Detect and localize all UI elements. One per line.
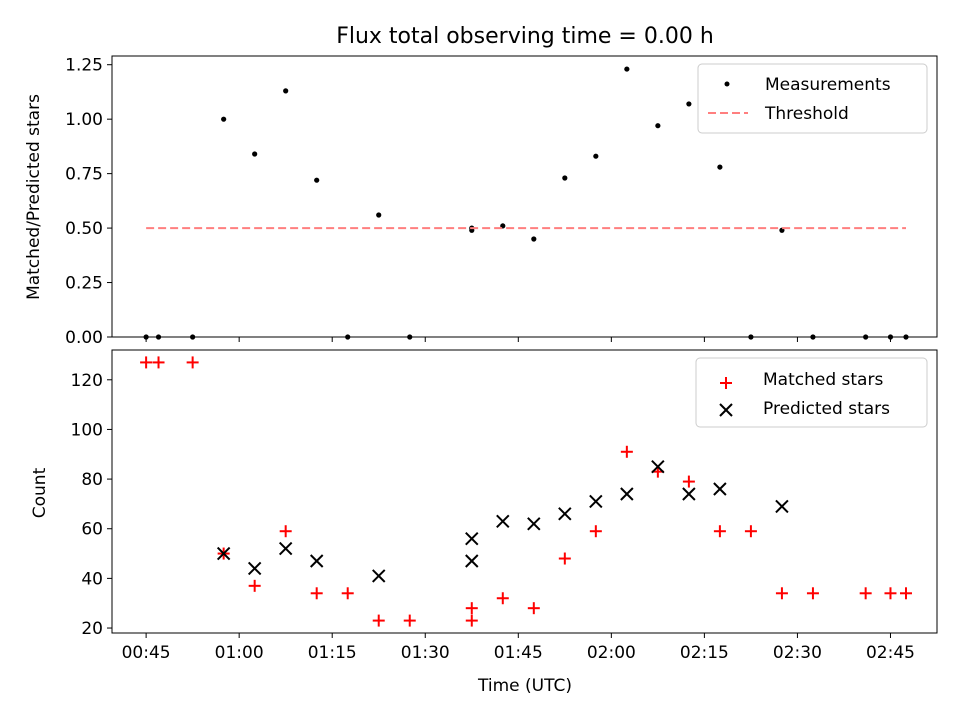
matched-stars-point (372, 614, 385, 627)
bottom-axes-frame (111, 349, 938, 634)
predicted-stars-point (309, 554, 324, 568)
top-axes-frame (111, 55, 938, 338)
bottom-legend: Matched stars Predicted stars (695, 357, 928, 428)
matched-stars-point (713, 525, 726, 538)
x-tick-label: 00:45 (122, 643, 171, 663)
legend-marker-measurements (724, 81, 730, 87)
x-tick-label: 02:15 (680, 643, 729, 663)
y-tick-label: 1.25 (65, 56, 103, 76)
matched-stars-point (279, 525, 292, 538)
y-tick-label: 0.00 (65, 328, 103, 348)
predicted-stars-point (278, 541, 293, 556)
y-tick-label: 40 (81, 569, 103, 589)
legend-label-measurements: Measurements (765, 75, 891, 95)
measurements-point (717, 164, 723, 170)
matched-stars-point (589, 525, 602, 538)
matched-stars-point (806, 587, 819, 600)
measurements-point (562, 175, 568, 181)
measurements-point (221, 116, 227, 122)
matched-stars-point (341, 587, 354, 600)
measurements-point (314, 177, 320, 183)
chart-title: Flux total observing time = 0.00 h (336, 24, 714, 49)
x-tick-label: 01:00 (215, 643, 264, 663)
top-legend: Measurements Threshold (697, 63, 928, 134)
bottom-y-axis-label: Count (30, 467, 50, 518)
predicted-stars-point (247, 561, 262, 576)
bottom-marks (140, 356, 912, 627)
matched-stars-point (465, 614, 478, 627)
predicted-stars-point (465, 531, 479, 546)
measurements-point (531, 236, 537, 242)
x-tick-label: 01:30 (401, 643, 450, 663)
y-tick-label: 0.50 (65, 219, 103, 239)
measurements-point (686, 101, 692, 107)
x-tick-label: 01:45 (494, 643, 543, 663)
matched-stars-point (884, 587, 897, 600)
bottom-legend-box (695, 357, 928, 428)
matched-stars-point (682, 475, 695, 488)
y-tick-label: 100 (71, 420, 103, 440)
predicted-stars-point (558, 507, 572, 521)
predicted-stars-point (620, 487, 634, 501)
predicted-stars-point (496, 514, 510, 528)
top-panel: 0.00 0.25 0.50 0.75 1.00 1.25 Matched/Predict… (24, 55, 938, 348)
matched-stars-point (558, 552, 571, 565)
matched-stars-point (465, 602, 478, 615)
legend-marker-matched-stars (720, 377, 732, 389)
bottom-y-ticks: 20 40 60 80 100 120 (71, 371, 112, 639)
matched-stars-point (248, 579, 261, 592)
legend-label-predicted-stars: Predicted stars (763, 399, 890, 419)
top-marks (143, 66, 909, 340)
matched-stars-point (186, 356, 199, 369)
x-tick-label: 01:15 (308, 643, 357, 663)
top-y-axis-label: Matched/Predicted stars (24, 94, 44, 300)
legend-label-matched-stars: Matched stars (763, 370, 883, 390)
x-tick-label: 02:00 (587, 643, 636, 663)
matched-stars-point (310, 587, 323, 600)
measurements-point (252, 151, 258, 157)
matched-stars-point (152, 356, 165, 369)
y-tick-label: 60 (81, 520, 103, 540)
matched-stars-point (859, 587, 872, 600)
predicted-stars-point (465, 554, 479, 568)
y-tick-label: 80 (81, 470, 103, 490)
measurements-point (376, 212, 382, 218)
measurements-point (624, 66, 630, 72)
predicted-stars-point (713, 482, 727, 496)
x-tick-label: 02:45 (866, 643, 915, 663)
matched-stars-point (496, 592, 509, 605)
y-tick-label: 0.25 (65, 274, 103, 294)
measurements-point (593, 153, 599, 159)
measurements-point (655, 123, 661, 129)
bottom-x-ticks: 00:45 01:00 01:15 01:30 01:45 02:00 02:15 02:30… (122, 633, 915, 663)
top-legend-box (697, 63, 928, 134)
matched-stars-point (527, 602, 540, 615)
predicted-stars-point (775, 499, 789, 514)
matched-stars-point (775, 587, 788, 600)
y-tick-label: 0.75 (65, 165, 103, 185)
predicted-stars-point (216, 546, 231, 561)
legend-label-threshold: Threshold (764, 104, 849, 124)
matched-stars-point (620, 445, 633, 458)
y-tick-label: 1.00 (65, 110, 103, 130)
y-tick-label: 20 (81, 619, 103, 639)
top-y-ticks: 0.00 0.25 0.50 0.75 1.00 1.25 (65, 56, 112, 348)
matched-stars-point (403, 614, 416, 627)
predicted-stars-point (651, 459, 665, 474)
x-tick-label: 02:30 (773, 643, 822, 663)
measurements-point (283, 88, 289, 94)
matched-stars-point (899, 587, 912, 600)
matched-stars-point (744, 525, 757, 538)
y-tick-label: 120 (71, 371, 103, 391)
predicted-stars-point (682, 487, 696, 501)
bottom-panel: 20 40 60 80 100 120 00:45 01:00 01:15 01:30 01:45… (30, 349, 938, 696)
predicted-stars-point (372, 569, 386, 583)
matched-stars-point (140, 356, 153, 369)
predicted-stars-point (589, 494, 603, 509)
top-x-ticks (145, 337, 891, 342)
legend-marker-predicted-stars (719, 403, 733, 417)
predicted-stars-point (527, 517, 541, 531)
x-axis-label: Time (UTC) (477, 676, 572, 696)
